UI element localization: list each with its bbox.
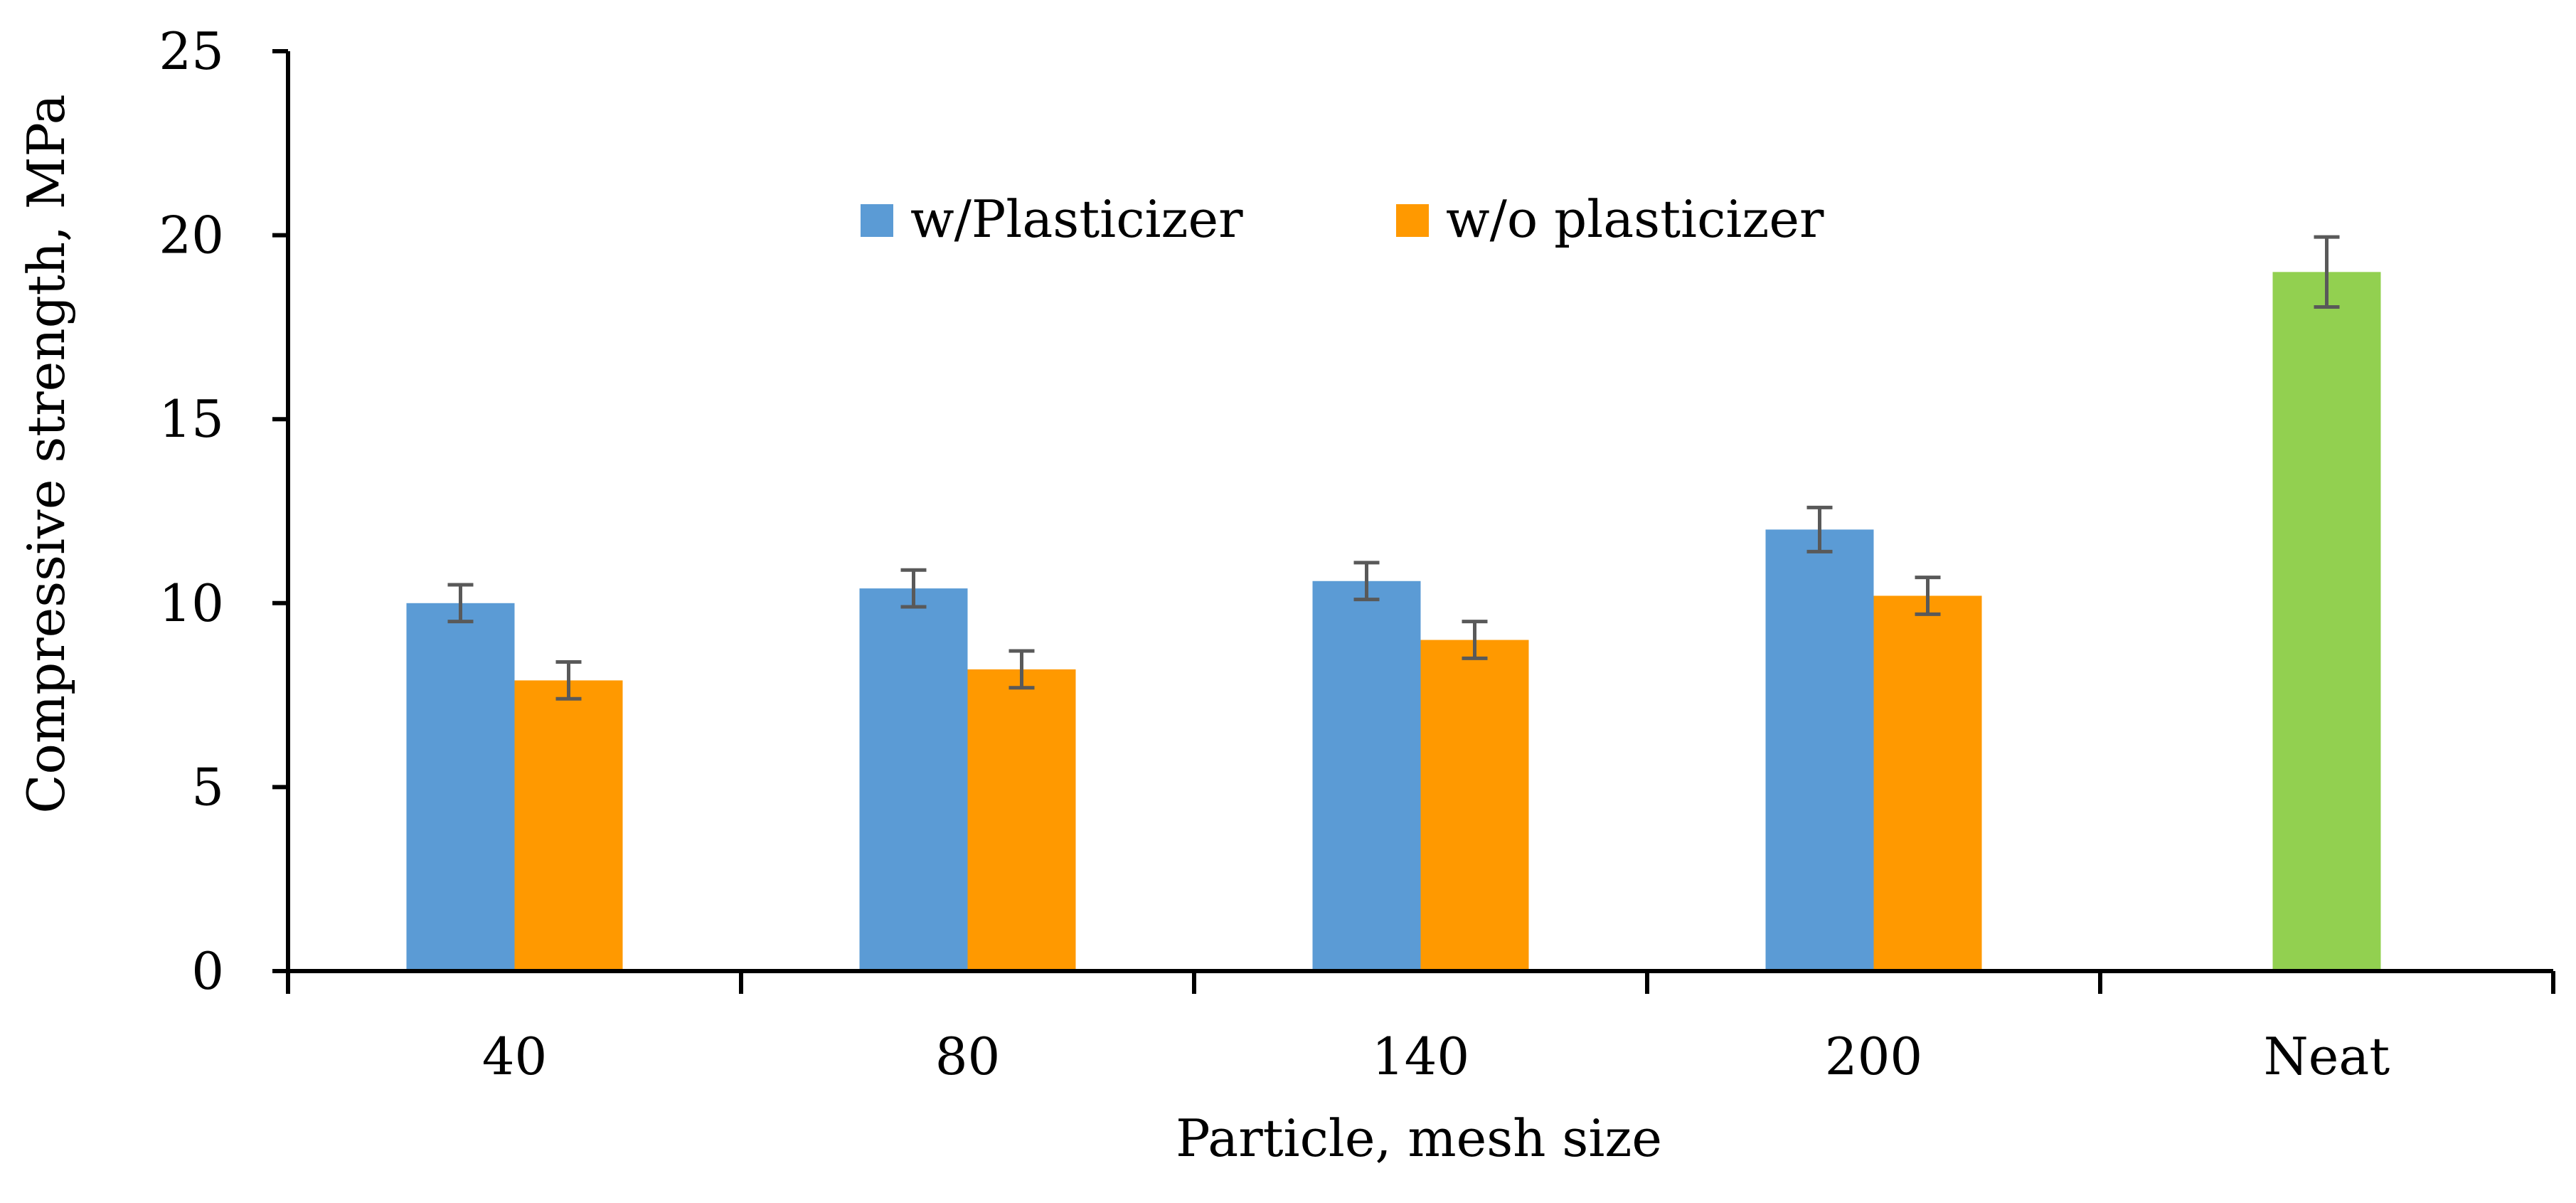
bar-w-o-plasticizer-80 xyxy=(967,669,1076,971)
bars-layer xyxy=(406,272,2381,971)
bar-w-plasticizer-140 xyxy=(1312,581,1421,971)
error-bar-w-plasticizer-140 xyxy=(1353,561,1380,602)
error-bar-w-o-plasticizer-40 xyxy=(555,660,582,701)
x-tick-label: 40 xyxy=(482,1027,548,1086)
x-tick-label: Neat xyxy=(2264,1027,2390,1086)
error-bar-w-o-plasticizer-200 xyxy=(1915,576,1941,616)
error-bar-w-plasticizer-200 xyxy=(1806,505,1833,553)
x-tick-label: 200 xyxy=(1825,1027,1922,1086)
legend-item-w-plasticizer: w/Plasticizer xyxy=(861,189,1243,249)
bar-w-plasticizer-40 xyxy=(406,603,515,971)
y-tick-label: 25 xyxy=(159,21,224,81)
legend-item-w-o-plasticizer: w/o plasticizer xyxy=(1396,189,1824,249)
y-tick-label: 20 xyxy=(159,206,224,265)
legend-label: w/Plasticizer xyxy=(910,189,1243,249)
x-axis-title: Particle, mesh size xyxy=(1176,1108,1662,1168)
bar-w-o-plasticizer-40 xyxy=(514,680,623,971)
error-bar-w-plasticizer-40 xyxy=(447,583,474,624)
y-tick-label: 5 xyxy=(191,757,224,817)
x-tick-label: 140 xyxy=(1372,1027,1469,1086)
error-bar-w-o-plasticizer-140 xyxy=(1462,620,1488,660)
error-bar-w-o-plasticizer-80 xyxy=(1008,649,1035,690)
bar-w-o-plasticizer-200 xyxy=(1873,595,1982,971)
bar-w-plasticizer-200 xyxy=(1765,529,1874,971)
y-tick-label: 0 xyxy=(191,941,224,1001)
legend-swatch xyxy=(861,204,893,237)
bar-w-o-plasticizer-140 xyxy=(1420,640,1529,971)
error-bars-layer xyxy=(447,235,2340,701)
tick-labels-layer: 40 80 140 200 Neat 0 5 10 15 20 25 xyxy=(159,21,2390,1086)
legend-swatch xyxy=(1396,204,1429,237)
legend: w/Plasticizer w/o plasticizer xyxy=(861,189,1824,249)
error-bar-neat-neat xyxy=(2314,235,2340,309)
y-tick-label: 10 xyxy=(159,573,224,633)
axes-layer xyxy=(272,49,2555,994)
error-bar-w-plasticizer-80 xyxy=(900,568,927,609)
y-tick-label: 15 xyxy=(159,389,224,449)
x-tick-label: 80 xyxy=(935,1027,1001,1086)
bar-neat-neat xyxy=(2272,272,2381,971)
bar-w-plasticizer-80 xyxy=(859,588,968,971)
legend-label: w/o plasticizer xyxy=(1446,189,1824,249)
y-axis-title: Compressive strength, MPa xyxy=(16,94,76,813)
